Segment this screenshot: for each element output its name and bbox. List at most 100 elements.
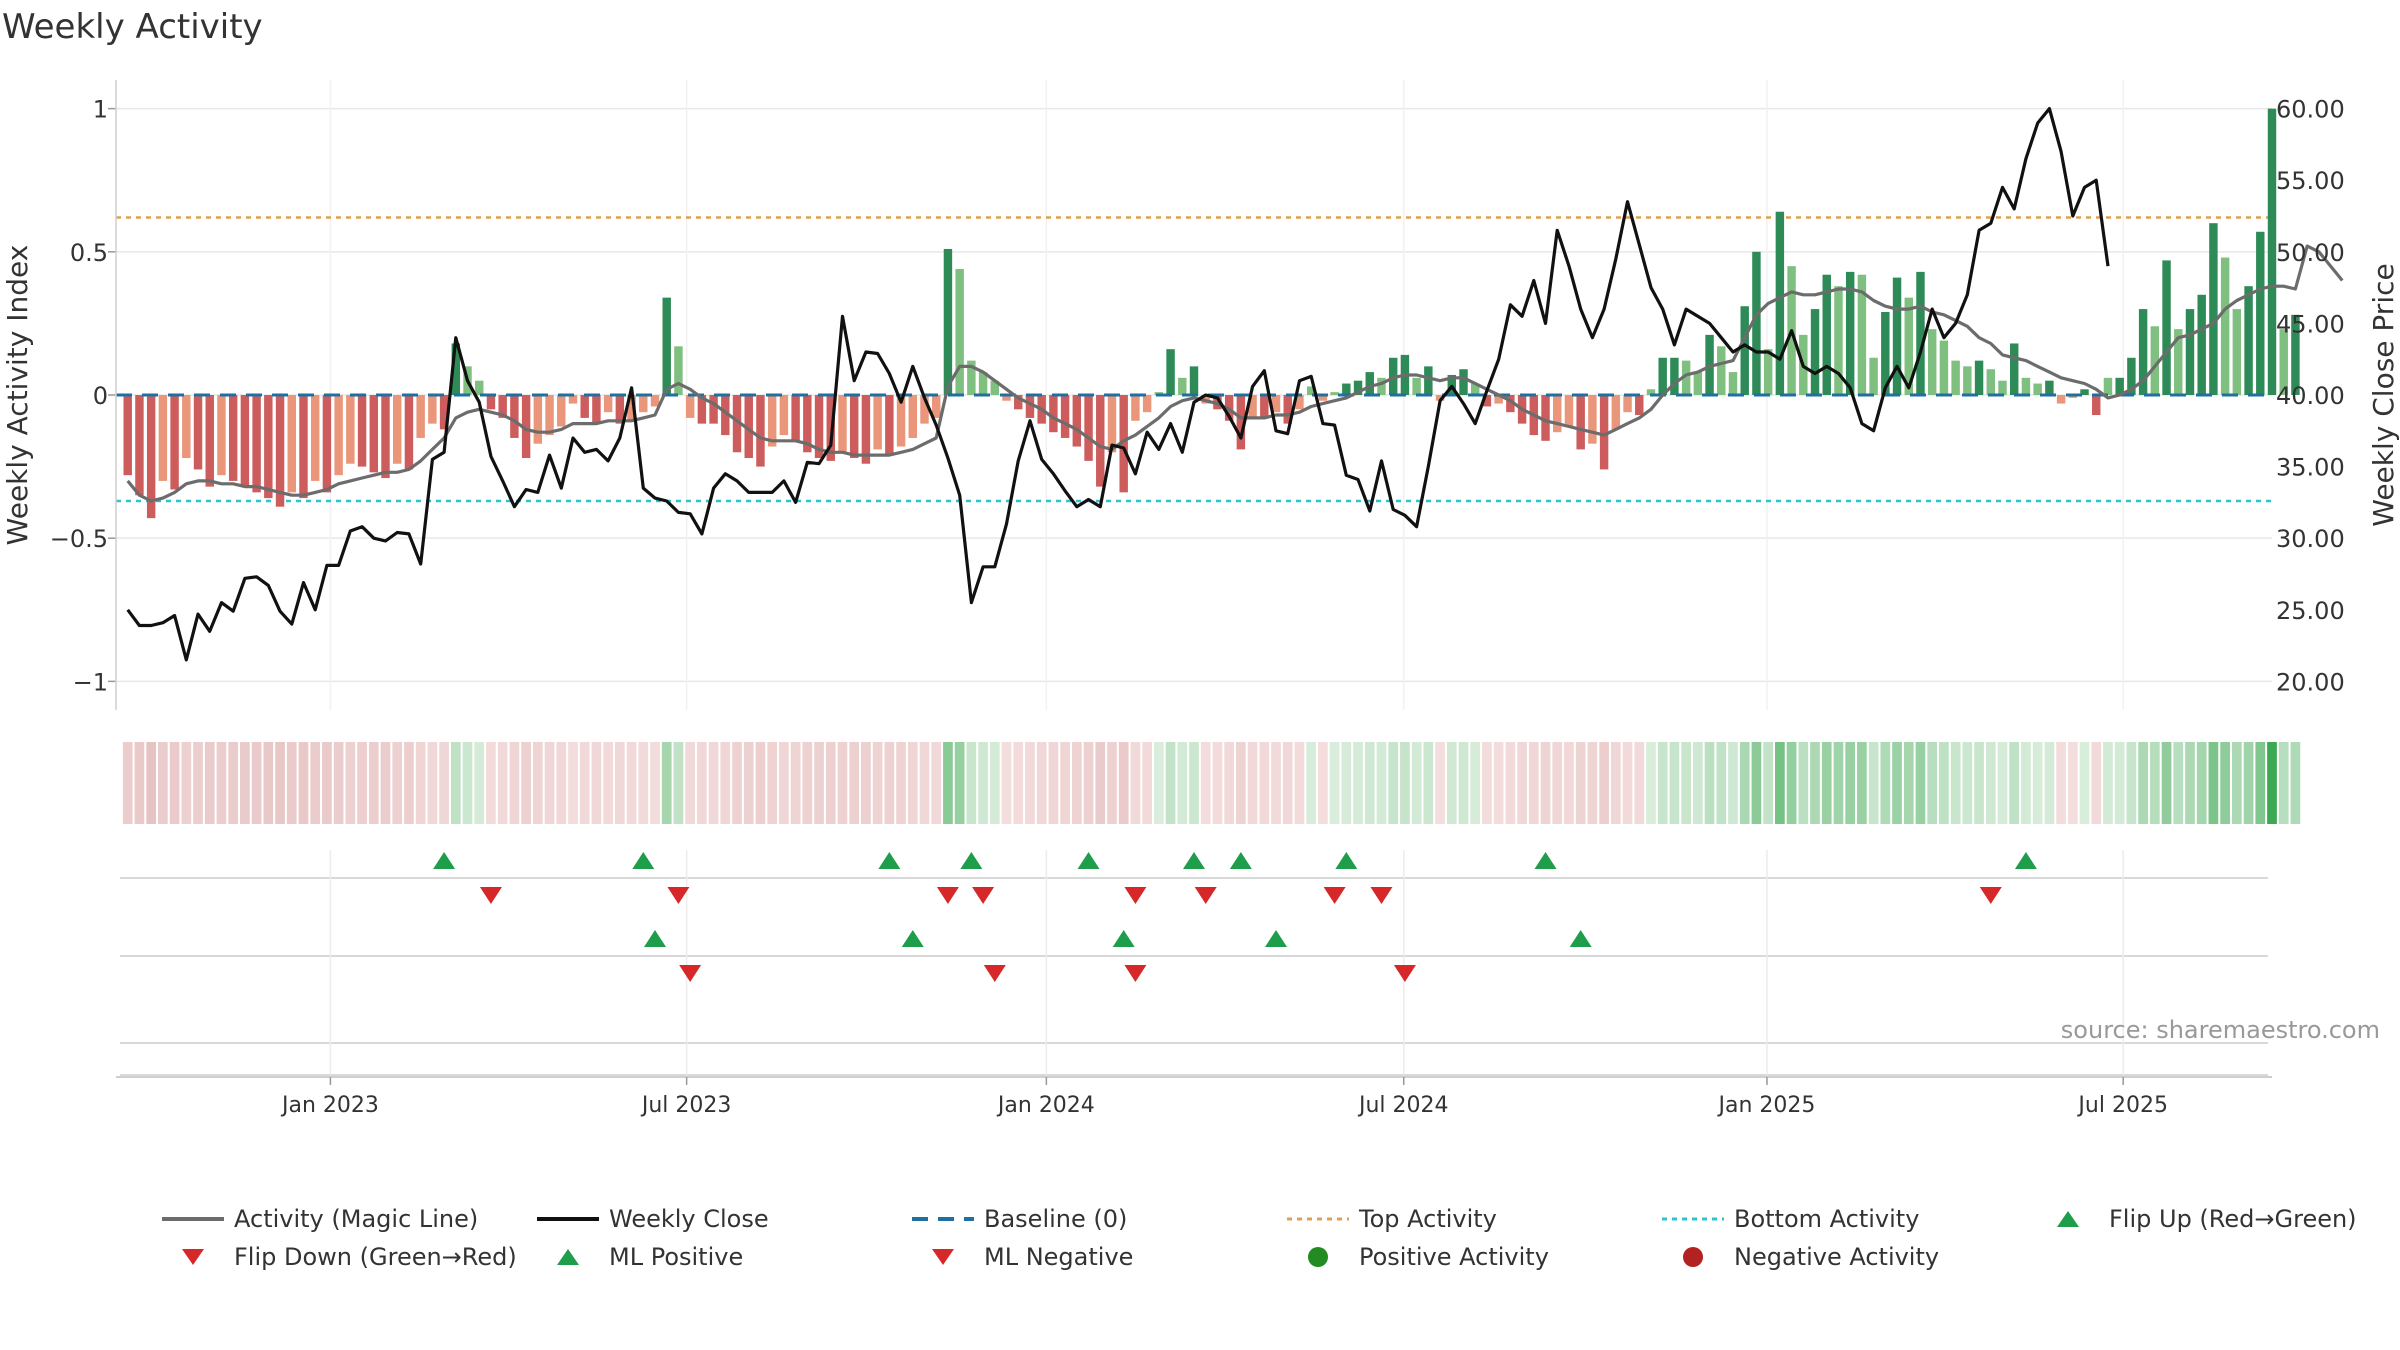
x-axis: Jan 2023 Jul 2023 Jan 2024 Jul 2024 Jan 2025…	[116, 1076, 2272, 1118]
activity-bar	[416, 395, 425, 438]
heat-cell	[216, 742, 227, 824]
activity-bar	[1881, 311, 1890, 395]
heat-cell	[1575, 742, 1586, 824]
heat-cell	[310, 742, 321, 824]
right-axis-label: Weekly Close Price	[2367, 263, 2400, 526]
heat-cell	[1048, 742, 1059, 824]
heat-cell	[989, 742, 1000, 824]
activity-bar	[2197, 294, 2206, 395]
flip-down-marker	[936, 887, 959, 904]
activity-bar	[1904, 297, 1913, 395]
activity-bar	[334, 395, 343, 476]
heat-cell	[1763, 742, 1774, 824]
activity-bar	[1728, 372, 1738, 395]
flip-up-marker	[960, 852, 983, 869]
activity-bar	[1869, 357, 1878, 395]
flip-up-marker	[433, 852, 456, 869]
heat-cell	[2126, 742, 2137, 824]
heat-cell	[1599, 742, 1609, 824]
heat-cell	[685, 742, 696, 824]
triangle-up-icon	[2035, 1202, 2101, 1236]
heat-cell	[1294, 742, 1305, 824]
legend-item-bottom-activity: Bottom Activity	[1660, 1202, 1919, 1236]
heat-cell	[1400, 742, 1410, 824]
heat-cell	[357, 742, 367, 824]
activity-bar	[1248, 395, 1257, 418]
red-dot-icon	[1660, 1240, 1726, 1274]
activity-bar	[967, 360, 976, 395]
activity-bar	[1670, 357, 1679, 395]
heat-cell	[2161, 742, 2172, 824]
flip-down-marker	[1323, 887, 1346, 904]
activity-bar	[1271, 395, 1281, 413]
activity-bar	[2209, 223, 2218, 395]
heat-cell	[1857, 742, 1867, 824]
activity-bar	[1658, 357, 1667, 395]
activity-bar	[1599, 395, 1609, 470]
activity-bar	[1986, 369, 1996, 395]
activity-bar	[2185, 309, 2195, 395]
activity-bar	[2150, 326, 2160, 395]
right-tick-label: 40.00	[2276, 382, 2345, 410]
heat-cell	[158, 742, 168, 824]
heat-cell	[521, 742, 531, 824]
heat-cell	[450, 742, 461, 824]
weekly-close-series	[126, 106, 2110, 662]
activity-bar	[568, 395, 578, 404]
heat-cell	[2173, 742, 2184, 824]
heat-cell	[2278, 742, 2289, 824]
heat-cell	[1282, 742, 1293, 824]
heat-cell	[1200, 742, 1211, 824]
activity-bar	[1470, 383, 1480, 395]
heat-cell	[767, 742, 778, 824]
series-lines	[116, 106, 2344, 662]
heat-cell	[919, 742, 930, 824]
right-axis: 60.00 55.00 50.00 45.00 40.00 35.00 30.00 25.00…	[2276, 96, 2345, 697]
heat-cell	[2138, 742, 2148, 824]
heat-cell	[1458, 742, 1469, 824]
heat-cell	[474, 742, 485, 824]
main-panel: 1 0.5 0 −0.5 −1 60.00 55.00 50.00 45.00 40.00 35.…	[50, 80, 2345, 710]
ml-positive-marker	[1112, 930, 1135, 947]
activity-bar	[990, 380, 1000, 395]
heat-cell	[743, 742, 754, 824]
heat-cell	[1950, 742, 1961, 824]
activity-bar	[861, 395, 871, 464]
heat-cell	[1236, 742, 1246, 824]
right-tick-label: 20.00	[2276, 668, 2345, 696]
ml-positive-marker	[901, 930, 924, 947]
chart-legend: Activity (Magic Line) Weekly Close Basel…	[160, 1202, 2400, 1282]
event-markers-panel	[120, 850, 2268, 1076]
activity-bar	[123, 395, 132, 476]
heat-cell	[240, 742, 250, 824]
left-tick-label: 0	[93, 382, 108, 410]
heat-cell	[1036, 742, 1047, 824]
heat-cell	[1446, 742, 1457, 824]
flip-down-marker	[1194, 887, 1217, 904]
heat-cell	[861, 742, 871, 824]
heat-cell	[1892, 742, 1902, 824]
heat-cell	[1388, 742, 1399, 824]
heat-cell	[1306, 742, 1317, 824]
activity-bar	[1857, 274, 1867, 395]
ml-negative-marker	[983, 965, 1006, 982]
activity-bar	[603, 395, 613, 413]
activity-bar	[1166, 349, 1175, 395]
activity-bar	[1564, 395, 1574, 427]
legend-label: ML Positive	[609, 1243, 744, 1271]
heat-cell	[415, 742, 426, 824]
heat-cell	[1423, 742, 1434, 824]
activity-bar	[908, 395, 918, 438]
heat-cell	[263, 742, 274, 824]
heat-cell	[790, 742, 801, 824]
activity-bar	[486, 395, 496, 410]
flip-down-marker	[1370, 887, 1393, 904]
flip-up-marker	[878, 852, 901, 869]
heat-cell	[1528, 742, 1539, 824]
reference-lines	[116, 216, 2272, 503]
x-tick-label: Jan 2023	[280, 1093, 379, 1118]
activity-bar	[557, 395, 566, 427]
activity-bar	[1014, 395, 1023, 410]
flip-up-marker	[1077, 852, 1100, 869]
